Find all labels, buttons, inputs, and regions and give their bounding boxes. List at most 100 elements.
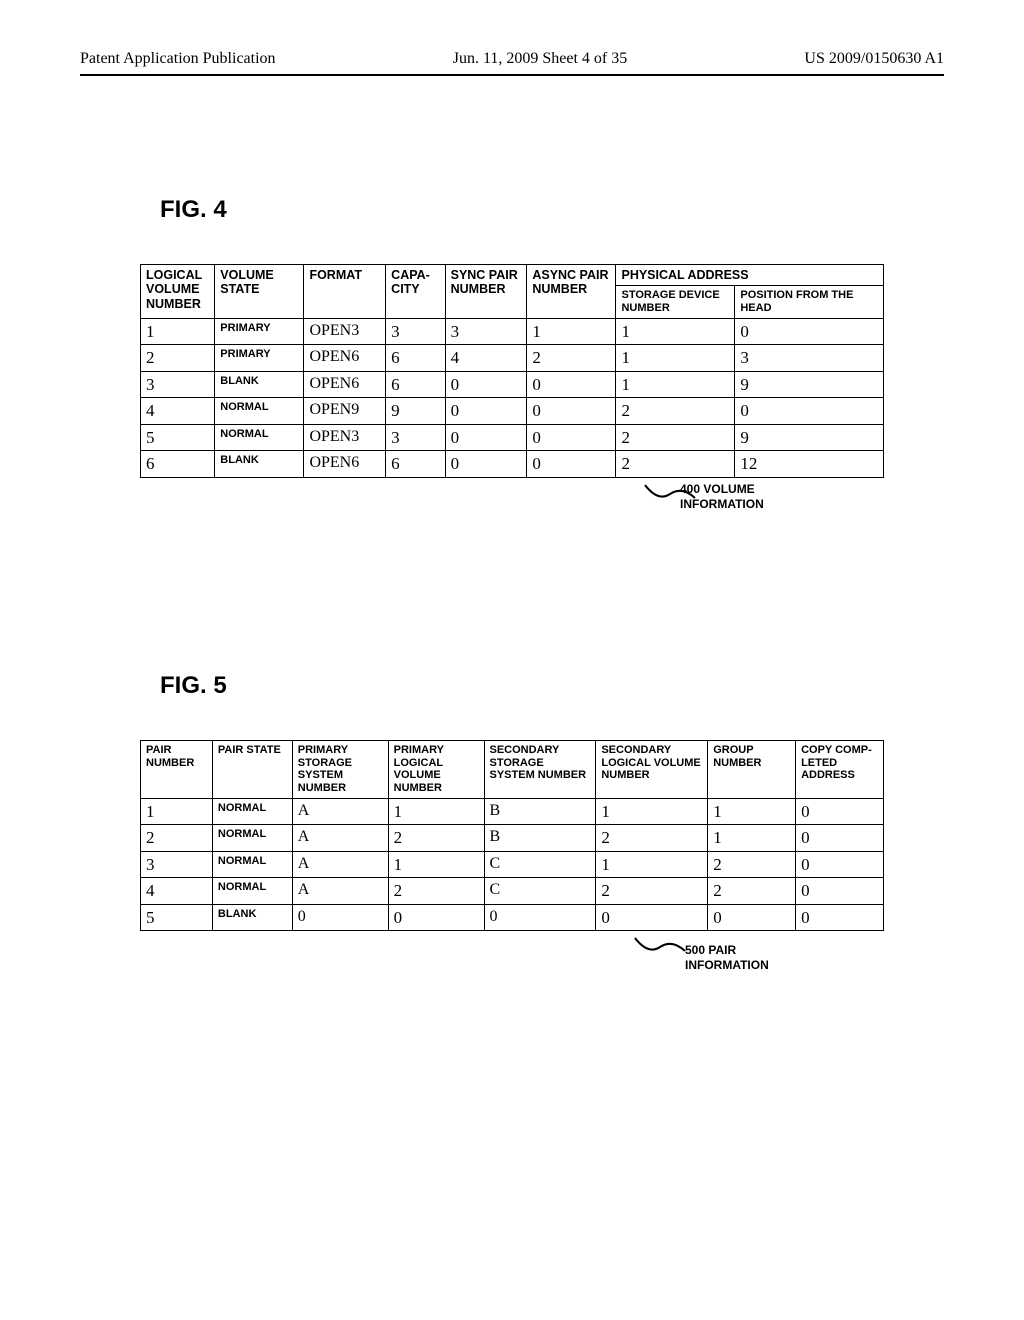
cell-sdn: 1 bbox=[616, 345, 735, 372]
col-group-number: GROUP NUMBER bbox=[708, 740, 796, 798]
fig4-tbody: 1PRIMARYOPEN3331102PRIMARYOPEN6642133BLA… bbox=[141, 318, 884, 477]
cell-format: OPEN3 bbox=[304, 318, 386, 345]
col-secondary-storage-system-number: SECONDARY STORAGE SYSTEM NUMBER bbox=[484, 740, 596, 798]
cell-pssn: A bbox=[292, 851, 388, 878]
fig5-table: PAIR NUMBER PAIR STATE PRIMARY STORAGE S… bbox=[140, 740, 884, 931]
cell-gn: 2 bbox=[708, 851, 796, 878]
table-row: 5BLANK000000 bbox=[141, 904, 884, 931]
fig4-callout: 400 VOLUME INFORMATION bbox=[140, 482, 884, 542]
cell-async: 0 bbox=[527, 398, 616, 425]
cell-async: 0 bbox=[527, 371, 616, 398]
cell-sync: 4 bbox=[445, 345, 527, 372]
cell-pos: 3 bbox=[735, 345, 884, 372]
cell-sdn: 2 bbox=[616, 398, 735, 425]
cell-plvn: 1 bbox=[388, 798, 484, 825]
col-sync-pair-number: SYNC PAIR NUMBER bbox=[445, 265, 527, 319]
cell-format: OPEN3 bbox=[304, 424, 386, 451]
cell-pair-number: 2 bbox=[141, 825, 213, 852]
cell-lvn: 5 bbox=[141, 424, 215, 451]
cell-volume-state: PRIMARY bbox=[215, 345, 304, 372]
cell-pair-state: BLANK bbox=[212, 904, 292, 931]
col-storage-device-number: STORAGE DEVICE NUMBER bbox=[616, 286, 735, 318]
col-copy-completed-address: COPY COMP- LETED ADDRESS bbox=[796, 740, 884, 798]
header-right: US 2009/0150630 A1 bbox=[804, 50, 944, 68]
col-format: FORMAT bbox=[304, 265, 386, 319]
page-container: Patent Application Publication Jun. 11, … bbox=[0, 0, 1024, 995]
cell-capacity: 6 bbox=[386, 371, 445, 398]
cell-cca: 0 bbox=[796, 878, 884, 905]
col-logical-volume-number: LOGICAL VOLUME NUMBER bbox=[141, 265, 215, 319]
cell-plvn: 1 bbox=[388, 851, 484, 878]
cell-sssn: C bbox=[484, 851, 596, 878]
cell-cca: 0 bbox=[796, 851, 884, 878]
cell-format: OPEN9 bbox=[304, 398, 386, 425]
cell-cca: 0 bbox=[796, 904, 884, 931]
header-center: Jun. 11, 2009 Sheet 4 of 35 bbox=[453, 50, 628, 68]
cell-volume-state: BLANK bbox=[215, 451, 304, 478]
cell-pair-state: NORMAL bbox=[212, 851, 292, 878]
cell-cca: 0 bbox=[796, 798, 884, 825]
cell-lvn: 1 bbox=[141, 318, 215, 345]
col-physical-address: PHYSICAL ADDRESS bbox=[616, 265, 884, 286]
cell-lvn: 2 bbox=[141, 345, 215, 372]
cell-gn: 1 bbox=[708, 825, 796, 852]
cell-slvn: 0 bbox=[596, 904, 708, 931]
col-volume-state: VOLUME STATE bbox=[215, 265, 304, 319]
cell-sdn: 2 bbox=[616, 451, 735, 478]
fig5-label: FIG. 5 bbox=[160, 672, 944, 700]
fig5-callout: 500 PAIR INFORMATION bbox=[140, 935, 884, 995]
cell-gn: 0 bbox=[708, 904, 796, 931]
fig4-thead: LOGICAL VOLUME NUMBER VOLUME STATE FORMA… bbox=[141, 265, 884, 319]
cell-pssn: A bbox=[292, 878, 388, 905]
col-capacity: CAPA- CITY bbox=[386, 265, 445, 319]
cell-capacity: 3 bbox=[386, 318, 445, 345]
fig4-table-wrap: LOGICAL VOLUME NUMBER VOLUME STATE FORMA… bbox=[140, 264, 884, 542]
header-rule bbox=[80, 74, 944, 76]
cell-pair-number: 4 bbox=[141, 878, 213, 905]
cell-async: 0 bbox=[527, 451, 616, 478]
cell-sdn: 2 bbox=[616, 424, 735, 451]
cell-volume-state: PRIMARY bbox=[215, 318, 304, 345]
cell-format: OPEN6 bbox=[304, 345, 386, 372]
fig5-thead: PAIR NUMBER PAIR STATE PRIMARY STORAGE S… bbox=[141, 740, 884, 798]
cell-sdn: 1 bbox=[616, 371, 735, 398]
col-async-pair-number: ASYNC PAIR NUMBER bbox=[527, 265, 616, 319]
table-row: 4NORMALOPEN990020 bbox=[141, 398, 884, 425]
cell-format: OPEN6 bbox=[304, 451, 386, 478]
cell-pair-state: NORMAL bbox=[212, 825, 292, 852]
cell-cca: 0 bbox=[796, 825, 884, 852]
table-row: 1PRIMARYOPEN333110 bbox=[141, 318, 884, 345]
fig4-callout-label: 400 VOLUME INFORMATION bbox=[680, 482, 764, 512]
cell-lvn: 3 bbox=[141, 371, 215, 398]
cell-sssn: 0 bbox=[484, 904, 596, 931]
cell-slvn: 1 bbox=[596, 851, 708, 878]
table-row: 2PRIMARYOPEN664213 bbox=[141, 345, 884, 372]
cell-sync: 0 bbox=[445, 424, 527, 451]
cell-sssn: C bbox=[484, 878, 596, 905]
cell-async: 2 bbox=[527, 345, 616, 372]
col-primary-storage-system-number: PRIMARY STORAGE SYSTEM NUMBER bbox=[292, 740, 388, 798]
cell-async: 0 bbox=[527, 424, 616, 451]
header-left: Patent Application Publication bbox=[80, 50, 276, 68]
col-pair-state: PAIR STATE bbox=[212, 740, 292, 798]
cell-lvn: 4 bbox=[141, 398, 215, 425]
spacer bbox=[80, 542, 944, 672]
cell-plvn: 2 bbox=[388, 825, 484, 852]
cell-pos: 0 bbox=[735, 398, 884, 425]
cell-capacity: 6 bbox=[386, 345, 445, 372]
fig4-table: LOGICAL VOLUME NUMBER VOLUME STATE FORMA… bbox=[140, 264, 884, 478]
fig4-label: FIG. 4 bbox=[160, 196, 944, 224]
cell-pair-number: 1 bbox=[141, 798, 213, 825]
cell-pos: 9 bbox=[735, 371, 884, 398]
cell-capacity: 6 bbox=[386, 451, 445, 478]
cell-pssn: A bbox=[292, 825, 388, 852]
cell-sync: 0 bbox=[445, 398, 527, 425]
cell-format: OPEN6 bbox=[304, 371, 386, 398]
cell-pos: 9 bbox=[735, 424, 884, 451]
cell-capacity: 9 bbox=[386, 398, 445, 425]
table-row: 6BLANKOPEN6600212 bbox=[141, 451, 884, 478]
cell-pair-state: NORMAL bbox=[212, 798, 292, 825]
cell-capacity: 3 bbox=[386, 424, 445, 451]
table-row: 3NORMALA1C120 bbox=[141, 851, 884, 878]
table-row: PAIR NUMBER PAIR STATE PRIMARY STORAGE S… bbox=[141, 740, 884, 798]
